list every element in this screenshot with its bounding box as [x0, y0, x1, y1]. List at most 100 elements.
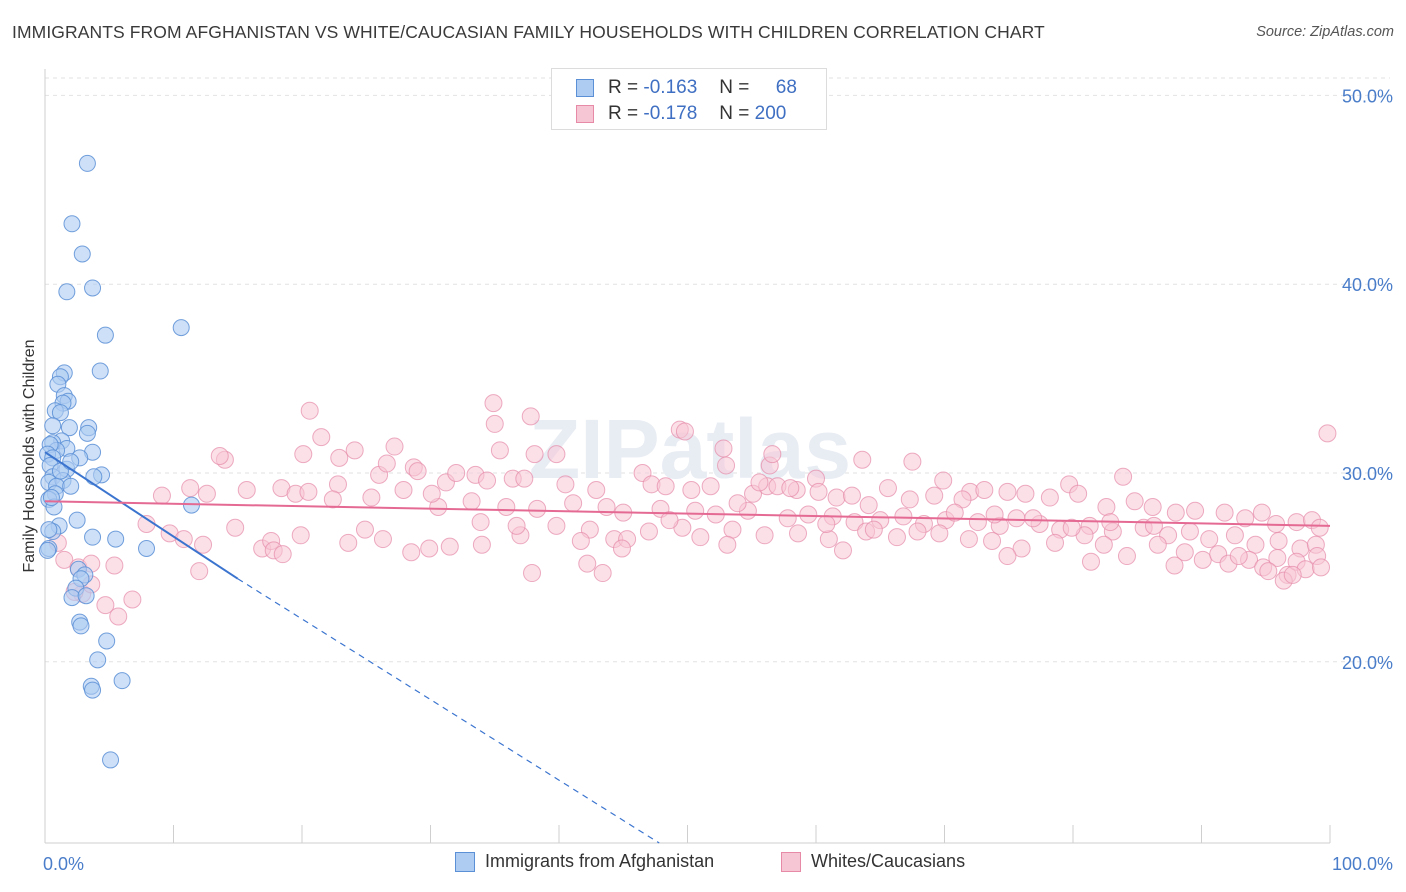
blue-point — [84, 681, 102, 699]
blue-point — [138, 540, 156, 558]
stats-legend: R = -0.163 N = 68 R = -0.178 N = 200 — [551, 68, 827, 130]
pink-point — [300, 401, 319, 420]
chart-title: IMMIGRANTS FROM AFGHANISTAN VS WHITE/CAU… — [12, 22, 1045, 42]
pink-point — [1024, 509, 1043, 528]
pink-point — [1012, 539, 1031, 558]
pink-point — [294, 445, 313, 464]
pink-point — [472, 535, 491, 554]
y-tick-label: 50.0% — [1342, 86, 1393, 106]
pink-point — [312, 428, 331, 447]
pink-point — [1186, 501, 1205, 520]
pink-point — [521, 407, 540, 426]
pink-point — [859, 496, 878, 515]
gridlines — [45, 77, 1390, 663]
pink-point — [1259, 562, 1278, 581]
pink-point — [1215, 503, 1234, 522]
pink-point — [750, 473, 769, 492]
pink-point — [998, 547, 1017, 566]
pink-point — [174, 530, 193, 549]
pink-point — [478, 471, 497, 490]
pink-point — [686, 501, 705, 520]
pink-point — [490, 441, 509, 460]
pink-point — [422, 484, 441, 503]
r-value: -0.178 — [643, 103, 698, 124]
pink-series-points — [48, 394, 1337, 626]
blue-point — [102, 751, 120, 769]
pink-point — [718, 535, 737, 554]
pink-point — [903, 452, 922, 471]
y-axis-label: Family Households with Children — [21, 340, 38, 573]
pink-point — [1287, 513, 1306, 532]
pink-point — [728, 494, 747, 513]
pink-point — [556, 475, 575, 494]
n-value: 68 — [775, 77, 797, 98]
pink-point — [328, 475, 347, 494]
pink-point — [1268, 548, 1287, 567]
blue-point — [107, 530, 125, 548]
pink-point — [1252, 503, 1271, 522]
blue-point — [85, 468, 103, 486]
pink-point — [339, 533, 358, 552]
pink-point — [717, 456, 736, 475]
y-tick-label: 40.0% — [1342, 275, 1393, 295]
r-label: R = — [608, 77, 639, 98]
legend-label: Immigrants from Afghanistan — [485, 851, 715, 871]
pink-point — [1069, 484, 1088, 503]
pink-point — [968, 513, 987, 532]
pink-point — [656, 477, 675, 496]
pink-point — [194, 535, 213, 554]
pink-point — [799, 505, 818, 524]
pink-point — [525, 445, 544, 464]
pink-point — [273, 545, 292, 564]
pink-point — [528, 499, 547, 518]
pink-point — [1165, 556, 1184, 575]
pink-point — [723, 520, 742, 539]
pink-point — [55, 550, 74, 569]
blue-trend-line — [44, 451, 239, 580]
blue-point — [40, 521, 58, 539]
pink-point — [878, 479, 897, 498]
pink-point — [1062, 518, 1081, 537]
pink-swatch — [781, 851, 801, 872]
blue-point — [89, 651, 107, 669]
pink-point — [833, 541, 852, 560]
x-tick-label: 100.0% — [1332, 854, 1393, 874]
pink-point — [1312, 558, 1331, 577]
blue-point — [84, 528, 102, 546]
pink-point — [1193, 550, 1212, 569]
pink-point — [440, 537, 459, 556]
y-tick-label: 20.0% — [1342, 653, 1393, 673]
pink-point — [1040, 488, 1059, 507]
blue-point — [62, 477, 80, 495]
r-value: -0.163 — [643, 77, 698, 98]
pink-point — [402, 543, 421, 562]
pink-point — [998, 482, 1017, 501]
blue-point — [91, 362, 109, 380]
pink-point — [564, 494, 583, 513]
pink-point — [853, 450, 872, 469]
pink-point — [471, 513, 490, 532]
pink-point — [587, 480, 606, 499]
blue-point — [172, 319, 190, 337]
pink-point — [345, 441, 364, 460]
pink-point — [123, 590, 142, 609]
pink-point — [420, 539, 439, 558]
pink-point — [701, 477, 720, 496]
pink-point — [778, 509, 797, 528]
blue-trend-extension — [237, 578, 660, 844]
pink-point — [763, 445, 782, 464]
pink-point — [934, 471, 953, 490]
pink-point — [362, 488, 381, 507]
pink-point — [755, 526, 774, 545]
trend-lines — [44, 451, 1331, 844]
pink-point — [373, 530, 392, 549]
pink-point — [515, 469, 534, 488]
pink-point — [394, 480, 413, 499]
pink-point — [975, 480, 994, 499]
n-label: N = — [719, 103, 750, 124]
pink-point — [547, 445, 566, 464]
pink-point — [1125, 492, 1144, 511]
pink-point — [226, 518, 245, 537]
blue-point — [42, 489, 60, 507]
pink-point — [497, 497, 516, 516]
